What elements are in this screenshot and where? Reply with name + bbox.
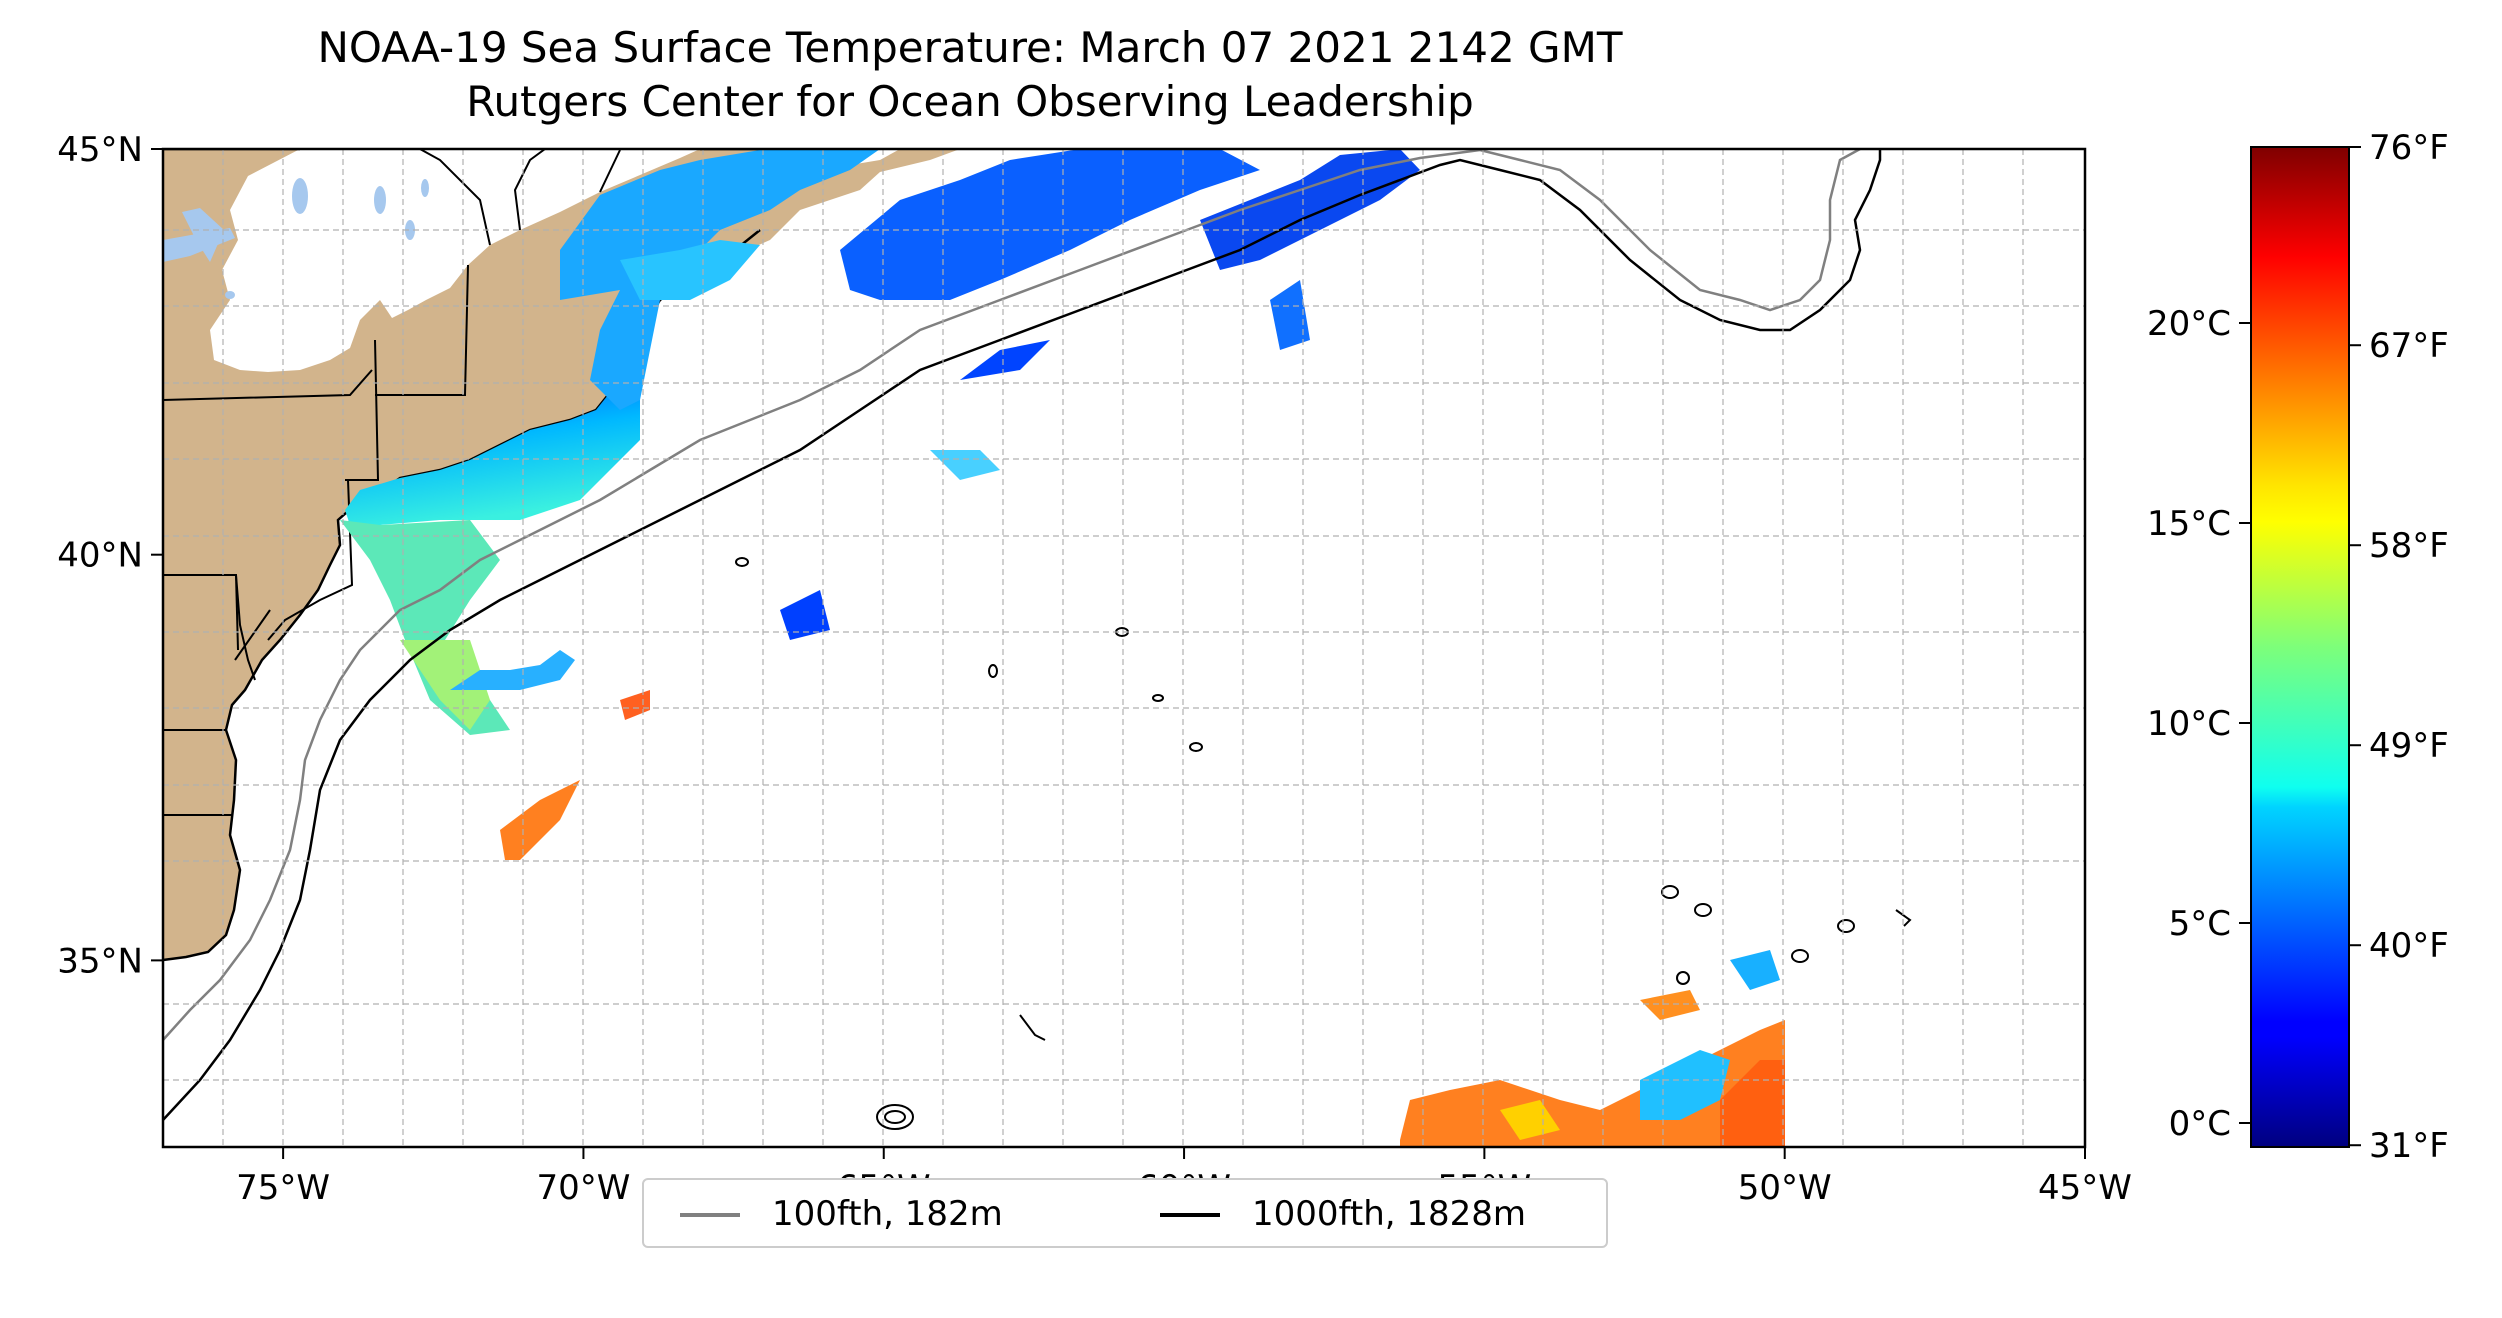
latitude-axis: 45°N 40°N 35°N (57, 130, 163, 981)
lon-tick-label: 50°W (1738, 1168, 1832, 1208)
map-subtitle: Rutgers Center for Ocean Observing Leade… (466, 77, 1474, 126)
fahrenheit-tick-label: 40°F (2369, 926, 2449, 966)
map-frame (161, 147, 2087, 1149)
fahrenheit-tick-label: 76°F (2369, 128, 2449, 168)
legend-label-100fth: 100fth, 182m (772, 1194, 1003, 1234)
map-title: NOAA-19 Sea Surface Temperature: March 0… (317, 23, 1623, 72)
legend-swatch-100fth (680, 1213, 740, 1217)
colorbar-celsius-axis: 20°C 15°C 10°C 5°C 0°C (2147, 304, 2251, 1144)
fahrenheit-tick-label: 67°F (2369, 326, 2449, 366)
legend-label-1000fth: 1000fth, 1828m (1252, 1194, 1527, 1234)
colorbar (2250, 146, 2350, 1148)
legend-swatch-1000fth (1160, 1213, 1220, 1217)
land-mass (163, 149, 960, 960)
lon-tick-label: 75°W (236, 1168, 330, 1208)
lon-tick-label: 45°W (2038, 1168, 2132, 1208)
fahrenheit-tick-label: 31°F (2369, 1126, 2449, 1166)
map-area (163, 149, 2085, 1147)
map-gridlines (163, 149, 2085, 1147)
isobath-100fth (163, 149, 1861, 1041)
isobath-1000fth (163, 149, 1882, 1121)
celsius-tick-label: 5°C (2169, 904, 2231, 944)
lakes (163, 178, 429, 299)
colorbar-fahrenheit-axis: 76°F 67°F 58°F 49°F 40°F 31°F (2349, 128, 2449, 1166)
celsius-tick-label: 10°C (2147, 704, 2231, 744)
celsius-tick-label: 20°C (2147, 304, 2231, 344)
state-borders (163, 149, 621, 816)
celsius-tick-label: 15°C (2147, 504, 2231, 544)
lat-tick-label: 45°N (57, 130, 143, 170)
celsius-tick-label: 0°C (2169, 1104, 2231, 1144)
fahrenheit-tick-label: 49°F (2369, 726, 2449, 766)
fahrenheit-tick-label: 58°F (2369, 526, 2449, 566)
lat-tick-label: 40°N (57, 536, 143, 576)
sst-swaths (340, 149, 1785, 1147)
map-legend: 100fth, 182m 1000fth, 1828m (642, 1178, 1608, 1248)
seamounts (735, 557, 1912, 1130)
lon-tick-label: 70°W (536, 1168, 630, 1208)
lat-tick-label: 35°N (57, 941, 143, 981)
